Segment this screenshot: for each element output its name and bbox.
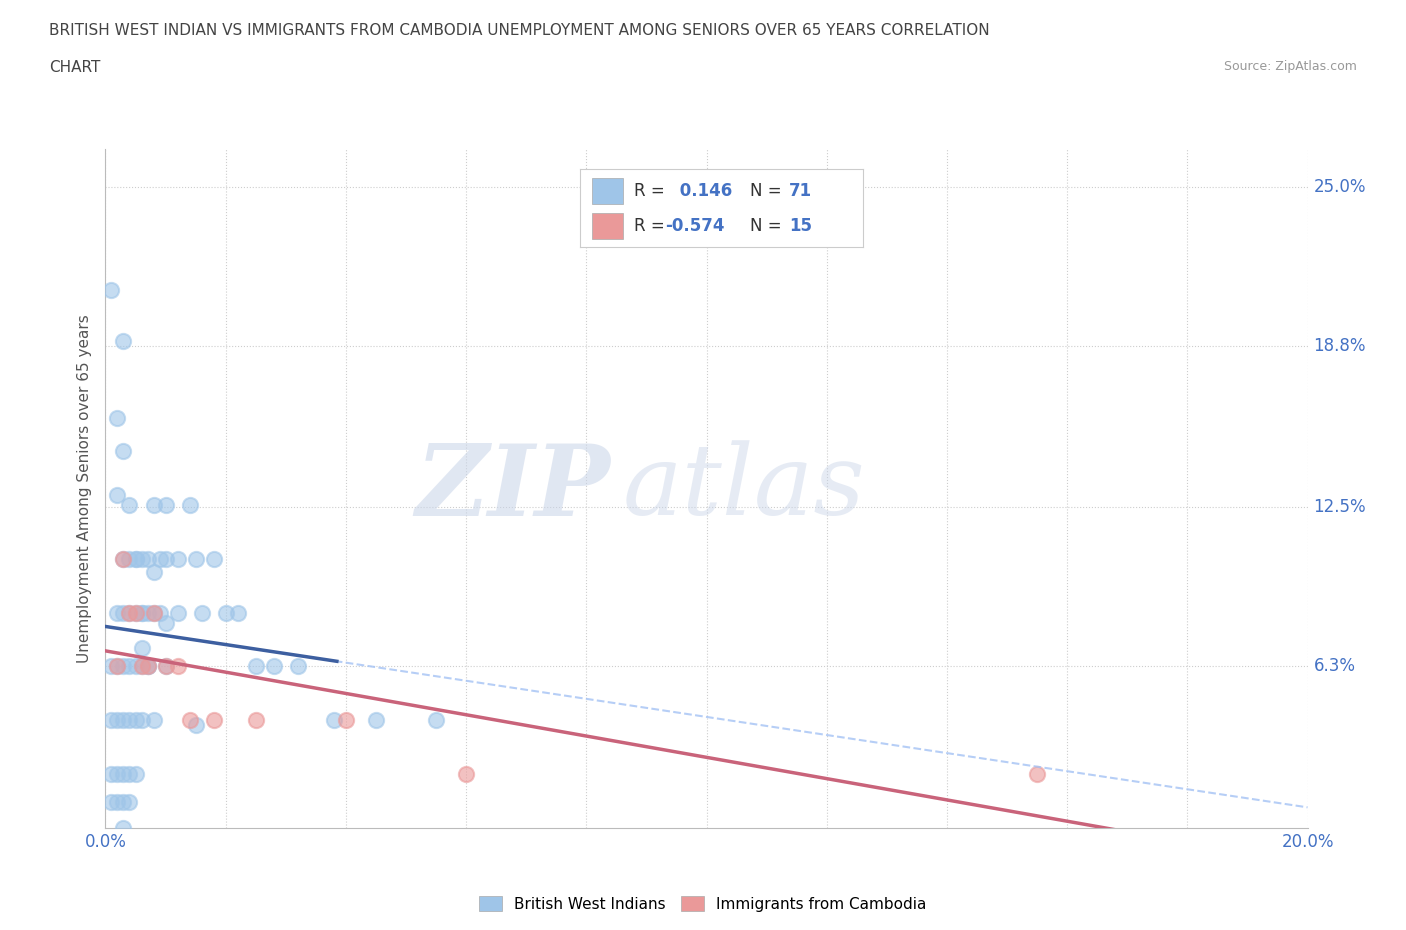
Point <box>107 410 129 425</box>
Text: 6.3%: 6.3% <box>1313 658 1355 675</box>
Point <box>124 658 146 673</box>
Point <box>124 766 146 781</box>
Text: atlas: atlas <box>623 441 865 536</box>
Point <box>142 498 165 512</box>
Point <box>136 658 159 673</box>
Point <box>100 766 122 781</box>
Point <box>263 658 285 673</box>
Point <box>136 658 159 673</box>
Point <box>202 712 225 727</box>
Point <box>322 712 344 727</box>
Point <box>184 718 207 733</box>
Point <box>245 658 267 673</box>
Point <box>166 551 188 566</box>
Point <box>136 605 159 620</box>
Point <box>214 605 236 620</box>
Text: BRITISH WEST INDIAN VS IMMIGRANTS FROM CAMBODIA UNEMPLOYMENT AMONG SENIORS OVER : BRITISH WEST INDIAN VS IMMIGRANTS FROM C… <box>49 23 990 38</box>
Point <box>112 551 135 566</box>
Point <box>131 641 153 656</box>
Point <box>136 658 159 673</box>
Point <box>245 712 267 727</box>
Point <box>136 551 159 566</box>
Y-axis label: Unemployment Among Seniors over 65 years: Unemployment Among Seniors over 65 years <box>77 314 93 662</box>
Point <box>100 283 122 298</box>
Point <box>118 794 141 809</box>
Point <box>112 820 135 835</box>
Text: CHART: CHART <box>49 60 101 75</box>
Point <box>142 605 165 620</box>
Point <box>148 605 170 620</box>
Point <box>100 658 122 673</box>
Point <box>107 766 129 781</box>
Point <box>131 605 153 620</box>
Point <box>179 712 201 727</box>
Point <box>100 712 122 727</box>
Point <box>1026 766 1049 781</box>
Point <box>148 551 170 566</box>
Point <box>142 565 165 579</box>
Text: 18.8%: 18.8% <box>1313 337 1367 355</box>
Point <box>124 712 146 727</box>
Point <box>425 712 447 727</box>
Point <box>287 658 309 673</box>
Point <box>112 794 135 809</box>
Point <box>112 551 135 566</box>
Point <box>107 712 129 727</box>
Point <box>179 498 201 512</box>
Point <box>166 605 188 620</box>
Point <box>107 605 129 620</box>
Point <box>226 605 249 620</box>
Point <box>107 794 129 809</box>
Point <box>118 605 141 620</box>
Point <box>131 712 153 727</box>
Point <box>107 658 129 673</box>
Point <box>118 658 141 673</box>
Point <box>118 498 141 512</box>
Point <box>112 605 135 620</box>
Point <box>155 658 177 673</box>
Point <box>155 616 177 631</box>
Point <box>155 498 177 512</box>
Point <box>454 766 477 781</box>
Point <box>364 712 387 727</box>
Point <box>100 794 122 809</box>
Text: 12.5%: 12.5% <box>1313 498 1367 516</box>
Point <box>155 658 177 673</box>
Point <box>124 551 146 566</box>
Legend: British West Indians, Immigrants from Cambodia: British West Indians, Immigrants from Ca… <box>472 889 934 918</box>
Point <box>131 551 153 566</box>
Point <box>131 658 153 673</box>
Point <box>107 658 129 673</box>
Point <box>166 658 188 673</box>
Text: Source: ZipAtlas.com: Source: ZipAtlas.com <box>1223 60 1357 73</box>
Point <box>142 605 165 620</box>
Point <box>142 712 165 727</box>
Point <box>124 551 146 566</box>
Point <box>112 658 135 673</box>
Point <box>112 712 135 727</box>
Point <box>124 605 146 620</box>
Text: ZIP: ZIP <box>415 440 610 537</box>
Point <box>190 605 212 620</box>
Point <box>131 605 153 620</box>
Point <box>112 766 135 781</box>
Point <box>118 712 141 727</box>
Text: 25.0%: 25.0% <box>1313 179 1367 196</box>
Point <box>202 551 225 566</box>
Point <box>335 712 357 727</box>
Point <box>184 551 207 566</box>
Point <box>131 658 153 673</box>
Point <box>118 605 141 620</box>
Point <box>155 551 177 566</box>
Point <box>112 444 135 458</box>
Point <box>118 766 141 781</box>
Point <box>118 551 141 566</box>
Point <box>124 605 146 620</box>
Point <box>112 334 135 349</box>
Point <box>107 487 129 502</box>
